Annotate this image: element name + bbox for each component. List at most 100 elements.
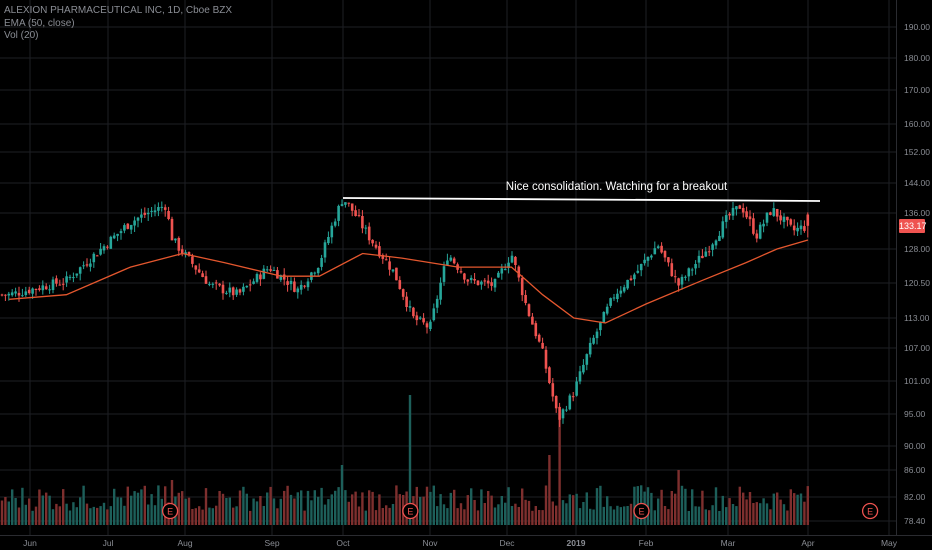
candle-body[interactable] <box>619 290 623 294</box>
candle-body[interactable] <box>510 255 514 263</box>
candle-body[interactable] <box>575 381 578 396</box>
candle-body[interactable] <box>282 274 286 280</box>
candle-body[interactable] <box>384 259 388 261</box>
candle-body[interactable] <box>541 342 544 349</box>
candle-body[interactable] <box>551 383 555 397</box>
candle-body[interactable] <box>157 207 160 211</box>
candle-body[interactable] <box>595 331 599 339</box>
candle-body[interactable] <box>486 280 490 284</box>
candle-body[interactable] <box>554 396 558 409</box>
candle-body[interactable] <box>718 235 721 241</box>
candle-body[interactable] <box>272 270 276 271</box>
candle-body[interactable] <box>129 225 133 230</box>
candle-body[interactable] <box>534 323 538 337</box>
candle-body[interactable] <box>92 253 96 263</box>
candle-body[interactable] <box>704 251 708 257</box>
symbol-title[interactable]: ALEXION PHARMACEUTICAL INC, 1D, Cboe BZX <box>4 5 233 16</box>
candle-body[interactable] <box>218 283 221 286</box>
candle-body[interactable] <box>85 264 89 266</box>
candle-body[interactable] <box>201 273 204 277</box>
candle-body[interactable] <box>418 317 422 319</box>
candle-body[interactable] <box>690 269 694 271</box>
candle-body[interactable] <box>697 255 701 263</box>
candle-body[interactable] <box>211 283 215 285</box>
ema-legend[interactable]: EMA (50, close) <box>4 17 75 29</box>
candle-body[interactable] <box>493 279 497 288</box>
candle-body[interactable] <box>163 207 167 210</box>
candle-body[interactable] <box>548 367 551 383</box>
candle-body[interactable] <box>225 292 228 294</box>
candle-body[interactable] <box>629 278 633 280</box>
candle-body[interactable] <box>316 268 320 274</box>
candle-body[interactable] <box>31 288 34 294</box>
candle-body[interactable] <box>660 245 663 253</box>
candle-body[interactable] <box>364 227 368 229</box>
candle-body[interactable] <box>531 316 534 325</box>
candle-body[interactable] <box>262 268 266 279</box>
candle-body[interactable] <box>27 289 31 294</box>
candle-body[interactable] <box>102 246 106 251</box>
candle-body[interactable] <box>177 238 181 251</box>
candle-body[interactable] <box>792 225 796 231</box>
candle-body[interactable] <box>728 213 731 216</box>
candle-body[interactable] <box>228 287 232 293</box>
candle-body[interactable] <box>786 216 789 221</box>
candle-body[interactable] <box>34 289 38 290</box>
candle-body[interactable] <box>755 233 759 239</box>
candle-body[interactable] <box>537 334 541 342</box>
candle-body[interactable] <box>588 342 592 355</box>
candle-body[interactable] <box>701 255 704 259</box>
candle-body[interactable] <box>109 236 113 249</box>
price-axis[interactable]: 190.00 180.00 170.00 160.00 152.00 144.00 136.… <box>896 0 931 535</box>
candle-body[interactable] <box>269 269 272 271</box>
candle-body[interactable] <box>439 282 442 300</box>
candle-body[interactable] <box>367 226 371 241</box>
candle-body[interactable] <box>252 281 255 284</box>
candle-body[interactable] <box>374 244 378 248</box>
candle-body[interactable] <box>469 277 473 281</box>
candle-body[interactable] <box>242 286 245 292</box>
candle-body[interactable] <box>599 321 602 331</box>
candle-body[interactable] <box>174 238 177 241</box>
candle-body[interactable] <box>388 261 391 270</box>
candle-body[interactable] <box>214 282 218 284</box>
candle-body[interactable] <box>337 205 340 221</box>
candle-body[interactable] <box>582 364 585 373</box>
candle-body[interactable] <box>775 209 779 217</box>
candle-body[interactable] <box>112 235 116 239</box>
candle-body[interactable] <box>694 264 697 269</box>
candle-body[interactable] <box>680 276 684 285</box>
candle-body[interactable] <box>622 287 626 292</box>
candle-body[interactable] <box>483 280 487 282</box>
candle-body[interactable] <box>72 277 75 279</box>
candle-body[interactable] <box>286 281 289 285</box>
candle-body[interactable] <box>398 280 402 289</box>
candle-body[interactable] <box>463 273 466 280</box>
candle-body[interactable] <box>656 246 660 248</box>
candle-body[interactable] <box>507 262 510 268</box>
annotation-text[interactable]: Nice consolidation. Watching for a break… <box>506 181 728 193</box>
candle-body[interactable] <box>408 306 412 308</box>
candle-body[interactable] <box>146 212 150 215</box>
candle-body[interactable] <box>425 323 429 328</box>
candle-body[interactable] <box>378 246 381 257</box>
candle-body[interactable] <box>422 318 425 323</box>
candle-body[interactable] <box>299 284 303 290</box>
candle-body[interactable] <box>4 294 7 296</box>
candle-body[interactable] <box>673 276 677 278</box>
candle-body[interactable] <box>289 280 293 285</box>
candle-body[interactable] <box>160 206 164 208</box>
candle-body[interactable] <box>0 294 4 296</box>
candle-body[interactable] <box>653 248 657 255</box>
candle-body[interactable] <box>803 226 806 231</box>
candle-body[interactable] <box>320 258 323 267</box>
candle-body[interactable] <box>745 211 748 218</box>
candle-body[interactable] <box>799 225 803 230</box>
candle-body[interactable] <box>612 297 616 299</box>
candle-body[interactable] <box>432 308 436 321</box>
candle-body[interactable] <box>184 252 187 255</box>
candle-body[interactable] <box>415 315 419 321</box>
candle-body[interactable] <box>17 292 21 296</box>
candle-body[interactable] <box>752 218 755 234</box>
candle-body[interactable] <box>133 220 136 226</box>
